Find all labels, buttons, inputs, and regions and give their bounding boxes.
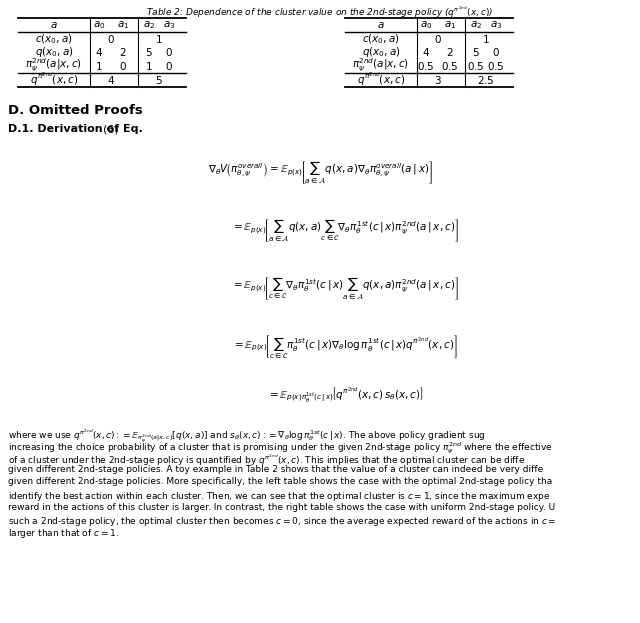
Text: Table 2: Dependence of the cluster value on the 2nd-stage policy ($q^{\pi^{2nd}}: Table 2: Dependence of the cluster value… [147,5,493,21]
Text: $2$: $2$ [119,46,127,58]
Text: $a_0$: $a_0$ [420,19,432,31]
Text: where we use $q^{\pi^{2nd}}(x,c):=\mathbb{E}_{\pi_\psi^{2nd}(a|x,c)}[q(x,a)]$ an: where we use $q^{\pi^{2nd}}(x,c):=\mathb… [8,427,486,445]
Text: increasing the choice probability of a cluster that is promising under the given: increasing the choice probability of a c… [8,440,552,455]
Text: identify the best action within each cluster. Then, we can see that the optimal : identify the best action within each clu… [8,490,550,503]
Text: $5$: $5$ [145,46,153,58]
Text: $1$: $1$ [95,60,103,72]
Text: (6): (6) [103,125,119,135]
Text: D. Omitted Proofs: D. Omitted Proofs [8,105,143,118]
Text: $3$: $3$ [434,74,442,85]
Text: $q^{\pi^{2nd}}(x,c)$: $q^{\pi^{2nd}}(x,c)$ [357,71,405,88]
Text: $5$: $5$ [472,46,480,58]
Text: $0.5$: $0.5$ [417,60,435,72]
Text: given different 2nd-stage policies. A toy example in Table 2 shows that the valu: given different 2nd-stage policies. A to… [8,465,543,474]
Text: $4$: $4$ [107,74,115,85]
Text: D.1. Derivation of Eq.: D.1. Derivation of Eq. [8,125,147,135]
Text: $1$: $1$ [145,60,153,72]
Text: $a_2$: $a_2$ [470,19,482,31]
Text: $1$: $1$ [155,33,163,45]
Text: $c(x_0,a)$: $c(x_0,a)$ [362,32,400,45]
Text: $0$: $0$ [434,33,442,45]
Text: $2$: $2$ [446,46,454,58]
Text: such a 2nd-stage policy, the optimal cluster then becomes $c=0$, since the avera: such a 2nd-stage policy, the optimal clu… [8,515,557,528]
Text: $0$: $0$ [119,60,127,72]
Text: $= \mathbb{E}_{p(x)}\!\left[\sum_{c \in \mathcal{C}} \nabla_\theta \pi_\theta^{1: $= \mathbb{E}_{p(x)}\!\left[\sum_{c \in … [231,275,459,302]
Text: $= \mathbb{E}_{p(x)}\!\left[\sum_{a \in \mathcal{A}} q(x,a)\sum_{c \in \mathcal{: $= \mathbb{E}_{p(x)}\!\left[\sum_{a \in … [231,217,459,244]
Text: $0$: $0$ [107,33,115,45]
Text: $= \mathbb{E}_{p(x)}\!\left[\sum_{c \in \mathcal{C}} \pi_\theta^{1st}(c\,|\,x)\n: $= \mathbb{E}_{p(x)}\!\left[\sum_{c \in … [232,333,458,361]
Text: $4$: $4$ [95,46,103,58]
Text: $0$: $0$ [165,46,173,58]
Text: $2.5$: $2.5$ [477,74,495,85]
Text: reward in the actions of this cluster is larger. In contrast, the right table sh: reward in the actions of this cluster is… [8,503,555,511]
Text: $a_2$: $a_2$ [143,19,155,31]
Text: $c(x_0,a)$: $c(x_0,a)$ [35,32,73,45]
Text: $a_1$: $a_1$ [444,19,456,31]
Text: $0.5$: $0.5$ [441,60,459,72]
Text: $a_3$: $a_3$ [163,19,175,31]
Text: $a$: $a$ [377,20,385,30]
Text: $0.5$: $0.5$ [487,60,505,72]
Text: $a_1$: $a_1$ [117,19,129,31]
Text: given different 2nd-stage policies. More specifically, the left table shows the : given different 2nd-stage policies. More… [8,477,552,487]
Text: $a_3$: $a_3$ [490,19,502,31]
Text: $0$: $0$ [165,60,173,72]
Text: $\nabla_\theta V\!\left(\pi_{\theta,\psi}^{overall}\right) = \mathbb{E}_{p(x)}\!: $\nabla_\theta V\!\left(\pi_{\theta,\psi… [207,159,433,186]
Text: $4$: $4$ [422,46,430,58]
Text: $\pi_\psi^{2nd}(a|x,c)$: $\pi_\psi^{2nd}(a|x,c)$ [353,57,410,75]
Text: $\pi_\psi^{2nd}(a|x,c)$: $\pi_\psi^{2nd}(a|x,c)$ [26,57,83,75]
Text: $q(x_0,a)$: $q(x_0,a)$ [35,45,73,59]
Text: $q^{\pi^{2nd}}(x,c)$: $q^{\pi^{2nd}}(x,c)$ [30,71,78,88]
Text: $1$: $1$ [482,33,490,45]
Text: $0$: $0$ [492,46,500,58]
Text: of a cluster under the 2nd-stage policy is quantified by $q^{\pi^{2nd}}(x,c)$. T: of a cluster under the 2nd-stage policy … [8,452,525,468]
Text: $a_0$: $a_0$ [93,19,105,31]
Text: $0.5$: $0.5$ [467,60,485,72]
Text: $a$: $a$ [50,20,58,30]
Text: larger than that of $c=1$.: larger than that of $c=1$. [8,528,119,541]
Text: $q(x_0,a)$: $q(x_0,a)$ [362,45,400,59]
Text: $= \mathbb{E}_{p(x)\pi_\theta^{1st}(c\,|\,x)}\!\left[q^{\pi^{2nd}}(x,c)\,s_\thet: $= \mathbb{E}_{p(x)\pi_\theta^{1st}(c\,|… [267,386,423,404]
Text: $5$: $5$ [155,74,163,85]
